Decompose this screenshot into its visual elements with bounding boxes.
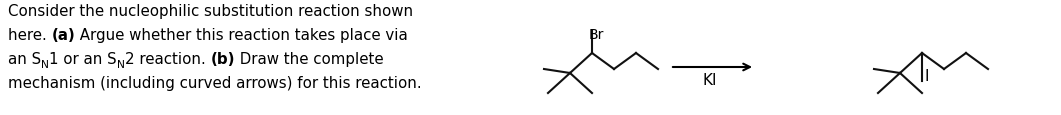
Text: mechanism (including curved arrows) for this reaction.: mechanism (including curved arrows) for … (8, 75, 421, 90)
Text: Br: Br (589, 28, 605, 42)
Text: 1 or an S: 1 or an S (49, 52, 117, 66)
Text: (a): (a) (52, 28, 75, 43)
Text: (b): (b) (210, 52, 234, 66)
Text: Draw the complete: Draw the complete (234, 52, 383, 66)
Text: Consider the nucleophilic substitution reaction shown: Consider the nucleophilic substitution r… (8, 4, 413, 19)
Text: here.: here. (8, 28, 52, 43)
Text: N: N (41, 59, 49, 69)
Text: N: N (117, 59, 125, 69)
Text: I: I (924, 68, 928, 83)
Text: an S: an S (8, 52, 41, 66)
Text: Argue whether this reaction takes place via: Argue whether this reaction takes place … (75, 28, 408, 43)
Text: 2 reaction.: 2 reaction. (125, 52, 210, 66)
Text: KI: KI (702, 72, 717, 87)
